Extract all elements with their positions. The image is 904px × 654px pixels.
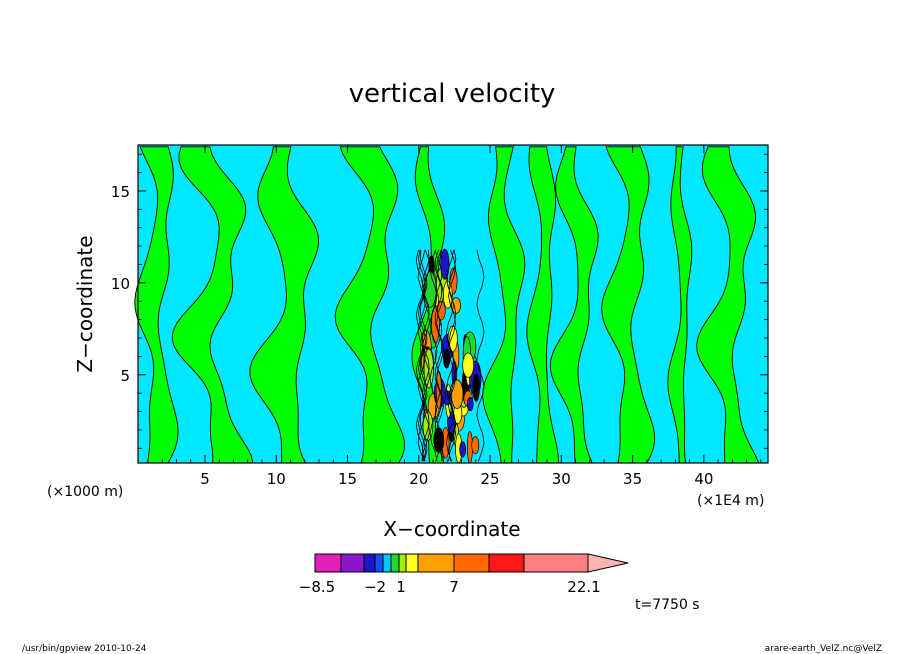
colorbar-segment <box>390 553 400 573</box>
colorbar-segment <box>314 553 342 573</box>
storm-contour <box>436 249 445 462</box>
storm-cell <box>459 441 467 458</box>
plot-frame <box>137 144 769 464</box>
storm-contour <box>415 249 424 462</box>
storm-contour <box>419 249 428 462</box>
storm-cell <box>466 397 474 412</box>
storm-contour <box>434 249 443 462</box>
colorbar-extend-arrow <box>587 553 629 573</box>
chart-title: vertical velocity <box>349 79 556 109</box>
x-tick-label: 35 <box>623 470 642 488</box>
colorbar-segment <box>453 553 490 573</box>
plot-area: 5 10 15 20 25 30 35 40 5 10 15 <box>111 144 769 488</box>
positive-band <box>667 146 693 464</box>
y-tick-label: 10 <box>111 275 130 293</box>
x-unit-right: (×1E4 m) <box>697 493 764 509</box>
x-tick-label: 25 <box>481 470 500 488</box>
positive-band <box>526 146 559 464</box>
storm-contour <box>417 249 426 462</box>
storm-contour <box>422 249 430 462</box>
x-tick-label: 30 <box>552 470 571 488</box>
colorbar-segment <box>398 553 407 573</box>
colorbar-segment <box>523 553 589 573</box>
storm-cell <box>471 436 480 455</box>
colorbar-label-min: −8.5 <box>299 578 335 596</box>
colorbar-label-max: 22.1 <box>567 578 600 596</box>
storm-contour <box>476 249 485 462</box>
colorbar-segment <box>405 553 419 573</box>
positive-band <box>696 146 760 464</box>
positive-band <box>134 146 179 464</box>
time-label: t=7750 s <box>635 597 700 613</box>
footer-right: arare-earth_VelZ.nc@VelZ <box>765 644 882 654</box>
positive-band <box>249 146 320 464</box>
storm-cell <box>440 248 450 280</box>
positive-band <box>334 146 405 464</box>
positive-band <box>601 146 656 464</box>
colorbar-segment <box>382 553 392 573</box>
positive-band <box>482 146 526 464</box>
colorbar <box>314 553 629 573</box>
colorbar-segment <box>488 553 525 573</box>
y-axis-ticks: 5 10 15 <box>111 153 768 449</box>
y-tick-label: 15 <box>111 183 130 201</box>
x-tick-label: 10 <box>267 470 286 488</box>
colorbar-segment <box>340 553 365 573</box>
x-tick-label: 40 <box>694 470 713 488</box>
storm-contour <box>429 249 438 462</box>
storm-cell <box>462 352 475 378</box>
storm-contour <box>418 249 427 462</box>
x-tick-label: 5 <box>200 470 210 488</box>
x-axis-ticks: 5 10 15 20 25 30 35 40 <box>147 145 762 488</box>
storm-cell <box>451 379 464 409</box>
x-axis-label: X−coordinate <box>383 517 520 541</box>
storm-contour <box>448 249 457 462</box>
storm-cell <box>436 301 446 321</box>
storm-core <box>415 248 485 464</box>
positive-band <box>171 146 254 464</box>
storm-cell <box>472 373 480 402</box>
colorbar-segment <box>363 553 376 573</box>
y-tick-label: 5 <box>120 367 130 385</box>
positive-band <box>549 146 599 464</box>
x-tick-label: 20 <box>409 470 428 488</box>
storm-contour <box>434 249 443 462</box>
colorbar-label-1: 1 <box>396 578 406 596</box>
x-unit-left: (×1000 m) <box>47 484 123 500</box>
y-axis-label: Z−coordinate <box>73 235 97 372</box>
storm-contour <box>448 249 457 462</box>
colorbar-segment <box>417 553 455 573</box>
colorbar-segment <box>374 553 384 573</box>
footer-left: /usr/bin/gpview 2010-10-24 <box>22 644 147 654</box>
colorbar-tick-labels: −8.5 −2 1 7 22.1 <box>299 578 601 596</box>
colorbar-label-neg2: −2 <box>364 578 386 596</box>
colorbar-label-7: 7 <box>449 578 459 596</box>
x-tick-label: 15 <box>338 470 357 488</box>
